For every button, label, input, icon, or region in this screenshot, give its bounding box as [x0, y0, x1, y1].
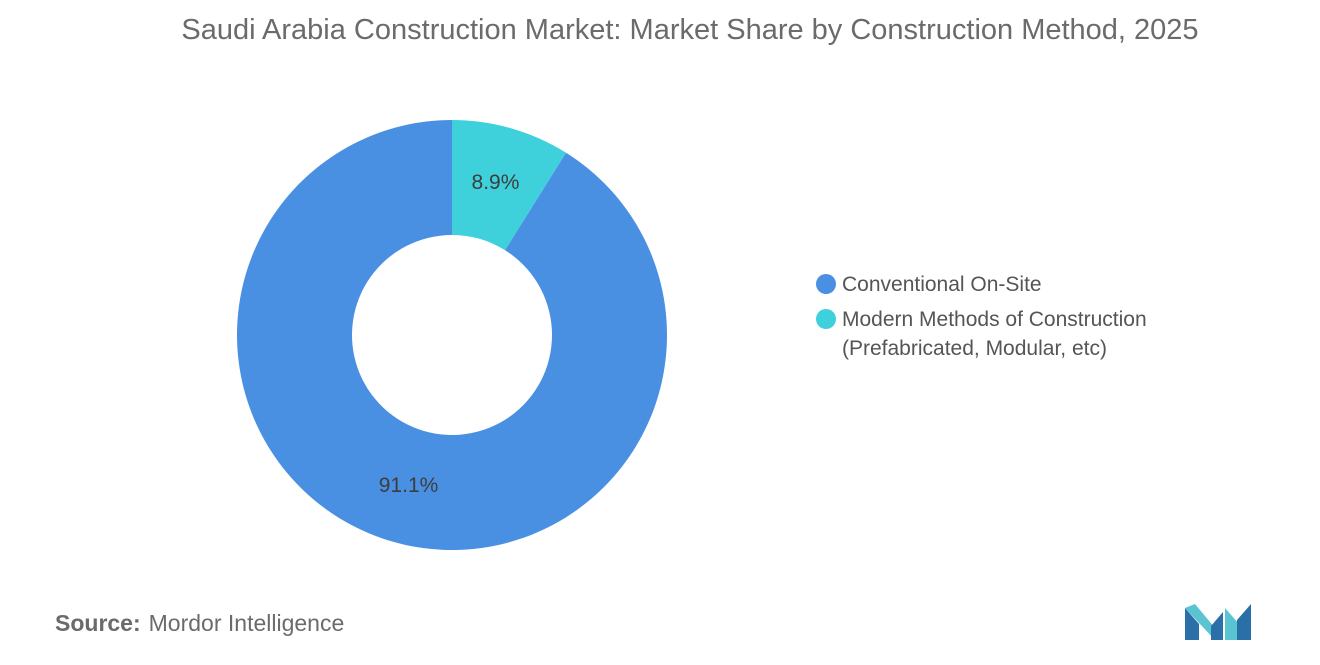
slice-value-label-0: 8.9%	[472, 171, 520, 194]
slice-value-label-1: 91.1%	[379, 474, 439, 497]
source-name: Mordor Intelligence	[148, 610, 345, 636]
legend: Conventional On-Site Modern Methods of C…	[816, 270, 1196, 369]
source-note: Source: Mordor Intelligence	[55, 610, 344, 637]
donut-slice-1[interactable]	[236, 120, 667, 550]
slices-layer	[236, 120, 667, 550]
legend-swatch-modern-methods	[816, 309, 836, 329]
mordor-intelligence-logo	[1185, 604, 1251, 640]
legend-item-modern-methods[interactable]: Modern Methods of Construction (Prefabri…	[816, 305, 1196, 363]
chart-title: Saudi Arabia Construction Market: Market…	[181, 14, 1199, 46]
labels-layer: 8.9% 91.1%	[379, 171, 520, 497]
donut-slice-0[interactable]	[452, 120, 567, 251]
legend-swatch-conventional	[816, 274, 836, 294]
legend-item-conventional[interactable]: Conventional On-Site	[816, 270, 1196, 299]
legend-label-modern-methods: Modern Methods of Construction (Prefabri…	[842, 308, 1147, 360]
source-prefix: Source:	[55, 610, 141, 636]
legend-label-conventional: Conventional On-Site	[842, 273, 1042, 296]
